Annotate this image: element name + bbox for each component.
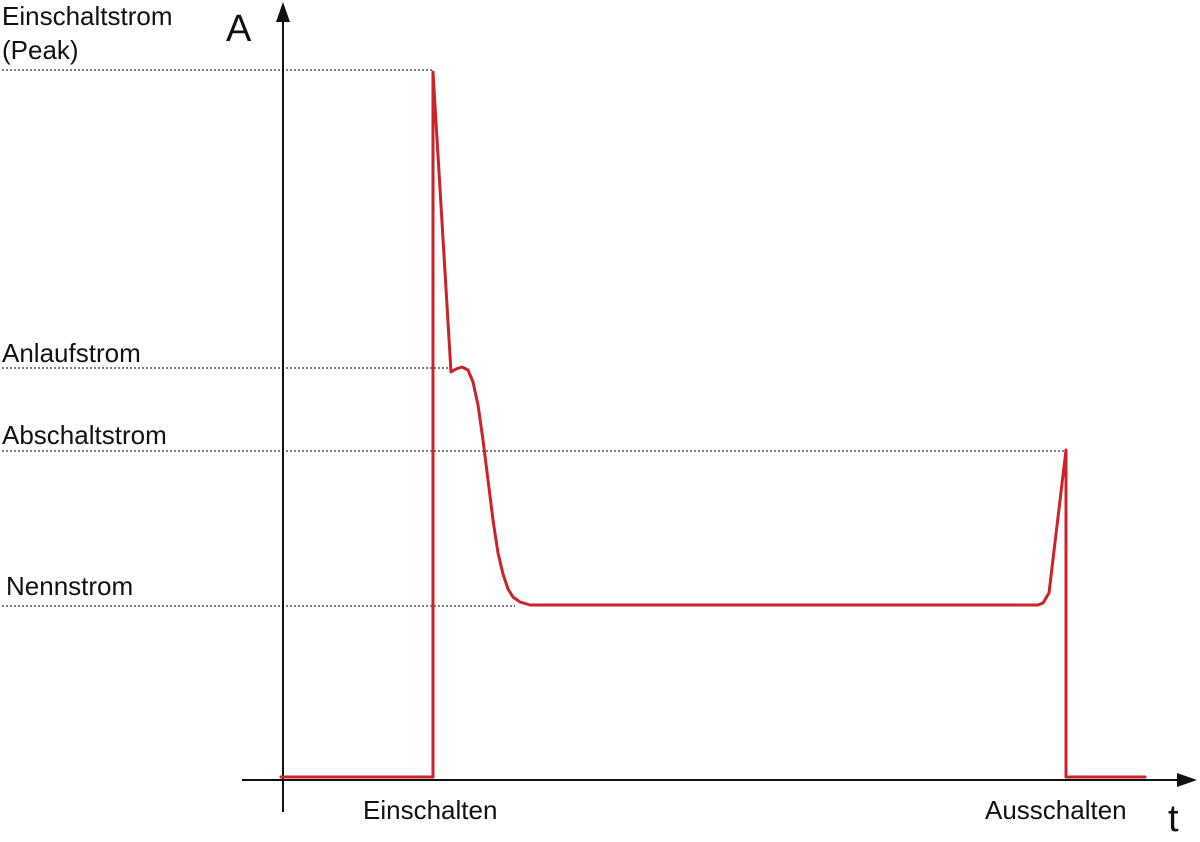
peak-current-sublabel: (Peak) — [2, 35, 79, 65]
y-axis-arrow — [276, 2, 290, 22]
peak-current-label: Einschaltstrom — [2, 1, 173, 31]
switch-off-label: Ausschalten — [985, 795, 1127, 825]
x-axis-label: t — [1168, 798, 1179, 840]
x-axis-arrow — [1177, 773, 1197, 787]
nominal-current-label: Nennstrom — [6, 571, 134, 601]
cutoff-current-label: Abschaltstrom — [2, 420, 167, 450]
startup-current-label: Anlaufstrom — [2, 338, 141, 368]
current-curve — [279, 70, 1147, 779]
switch-on-label: Einschalten — [363, 795, 498, 825]
y-axis-label: A — [226, 8, 252, 50]
